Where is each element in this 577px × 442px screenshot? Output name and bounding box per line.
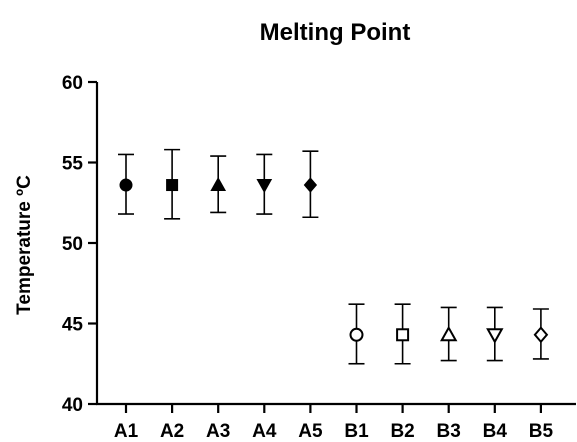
y-tick-label: 40 bbox=[62, 395, 83, 416]
data-point-a2 bbox=[164, 148, 181, 220]
x-tick-label: B5 bbox=[529, 421, 554, 442]
y-axis-label: Temperature ºC bbox=[14, 175, 35, 315]
data-point-a1 bbox=[118, 153, 134, 215]
marker-diamond bbox=[303, 177, 318, 193]
data-point-b5 bbox=[532, 308, 549, 360]
y-tick-label: 50 bbox=[62, 234, 83, 255]
x-tick-label: A3 bbox=[206, 421, 230, 442]
marker-square bbox=[396, 328, 410, 342]
x-tick-label: B1 bbox=[344, 421, 369, 442]
marker-square bbox=[166, 179, 179, 192]
marker-circle bbox=[349, 327, 364, 342]
x-tick-label: B3 bbox=[437, 421, 461, 442]
data-point-b2 bbox=[394, 303, 411, 365]
x-tick-label: A4 bbox=[252, 421, 277, 442]
y-tick-label: 45 bbox=[62, 315, 84, 336]
data-marks bbox=[118, 148, 549, 365]
axes: 40 45 50 55 60 A1 A2 A3 A4 A5 B1 B2 B3 B4 B5 bbox=[62, 73, 576, 442]
x-tick-label: A5 bbox=[298, 421, 323, 442]
marker-triangle-up bbox=[210, 177, 227, 192]
y-tick-label: 60 bbox=[62, 73, 83, 94]
x-tick-label: B2 bbox=[390, 421, 414, 442]
marker-triangle-up bbox=[439, 325, 458, 342]
data-point-a5 bbox=[302, 150, 319, 219]
chart-title: Melting Point bbox=[260, 19, 411, 46]
x-tick-label: B4 bbox=[483, 421, 508, 442]
x-tick-label: A1 bbox=[114, 421, 139, 442]
marker-triangle-down bbox=[256, 179, 273, 194]
data-point-b4 bbox=[486, 306, 504, 362]
y-tick-label: 55 bbox=[62, 154, 84, 175]
marker-circle bbox=[119, 178, 133, 192]
data-point-a3 bbox=[210, 155, 227, 214]
data-point-b3 bbox=[439, 306, 458, 362]
marker-diamond bbox=[533, 326, 549, 344]
data-point-a4 bbox=[256, 153, 273, 215]
marker-triangle-down bbox=[486, 328, 504, 344]
x-tick-label: A2 bbox=[160, 421, 184, 442]
data-point-b1 bbox=[348, 303, 365, 365]
